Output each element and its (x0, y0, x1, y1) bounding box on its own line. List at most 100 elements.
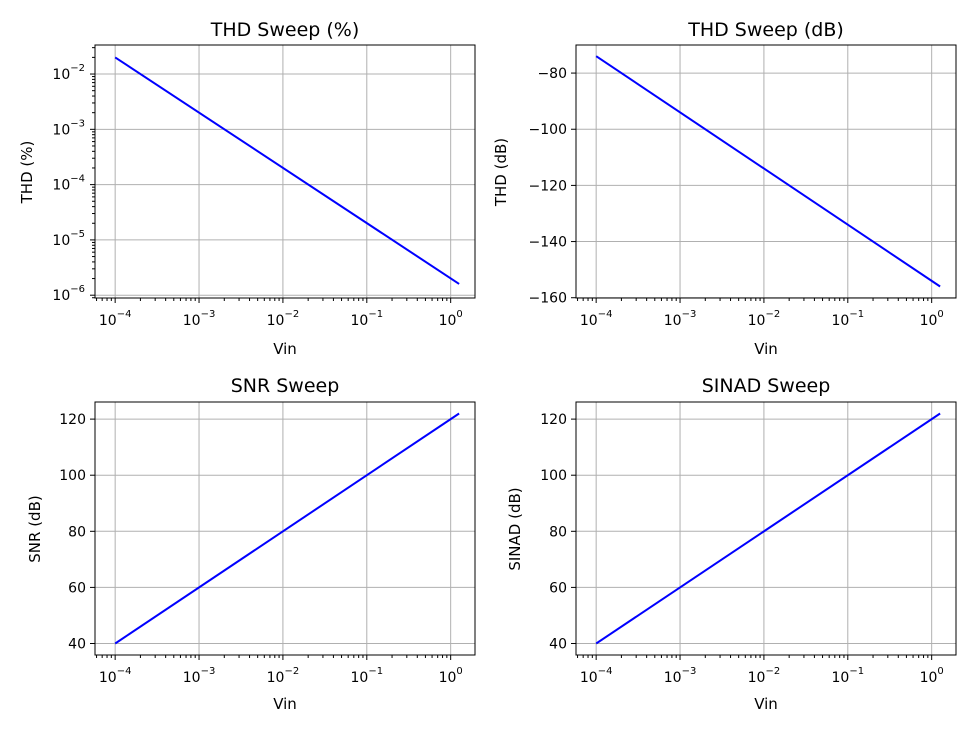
y-tick-base: 10 (52, 178, 70, 194)
x-tick-base: 10 (183, 670, 201, 686)
x-tick-label: 10−1 (351, 666, 384, 686)
x-tick-label: 10−3 (183, 666, 216, 686)
y-tick-exponent: −3 (70, 118, 85, 129)
y-tick-label: 40 (549, 637, 567, 653)
x-tick-label: 10−2 (748, 666, 781, 686)
y-tick-label: 120 (59, 412, 86, 428)
x-tick-base: 10 (920, 313, 938, 329)
y-tick-exponent: −2 (70, 63, 85, 74)
y-tick-label: −100 (529, 122, 567, 138)
y-tick-label: 80 (549, 524, 567, 540)
x-tick-exponent: −2 (284, 309, 299, 320)
x-tick-exponent: −1 (849, 666, 864, 677)
panel-snr: SNR Sweep Vin SNR (dB) 10−4 10−3 10−2 10−1 1… (26, 375, 476, 713)
y-tick-label: −80 (537, 66, 567, 82)
y-tick-label: −140 (529, 235, 567, 251)
x-tick-base: 10 (351, 313, 369, 329)
y-tick-base: 10 (52, 288, 70, 304)
x-tick-label: 10−3 (664, 666, 697, 686)
x-tick-label: 10−1 (351, 309, 384, 329)
y-tick-label: 10−6 (52, 284, 85, 304)
x-tick-exponent: 0 (456, 666, 462, 677)
x-tick-exponent: 0 (937, 666, 943, 677)
x-axis-label: Vin (273, 695, 297, 713)
x-tick-exponent: −3 (201, 666, 216, 677)
x-tick-label: 10−3 (183, 309, 216, 329)
y-tick-label: −120 (529, 178, 567, 194)
x-tick-label: 100 (920, 309, 944, 329)
ticks: 10−4 10−3 10−2 10−1 100−160−140−120−100−80 (529, 66, 944, 329)
x-tick-base: 10 (748, 313, 766, 329)
x-tick-exponent: −3 (682, 309, 697, 320)
y-tick-label: 10−5 (52, 229, 85, 249)
grid (95, 45, 475, 298)
x-tick-label: 10−4 (580, 666, 613, 686)
axes-frame (575, 44, 957, 299)
series-line (595, 55, 941, 288)
x-tick-base: 10 (99, 670, 117, 686)
series-line (114, 412, 460, 645)
y-tick-label: 120 (540, 412, 567, 428)
x-axis-label: Vin (754, 695, 778, 713)
x-tick-exponent: −4 (598, 666, 613, 677)
series-line (595, 412, 941, 645)
x-tick-base: 10 (580, 670, 598, 686)
y-tick-label: 80 (68, 524, 86, 540)
y-tick-label: 10−2 (52, 63, 85, 83)
series-line (114, 56, 460, 285)
y-tick-base: 10 (52, 122, 70, 138)
chart-title: SNR Sweep (231, 375, 340, 397)
x-tick-label: 100 (439, 309, 463, 329)
x-tick-base: 10 (351, 670, 369, 686)
x-tick-base: 10 (832, 670, 850, 686)
x-tick-base: 10 (580, 313, 598, 329)
x-axis-label: Vin (754, 340, 778, 358)
x-tick-exponent: −3 (201, 309, 216, 320)
x-tick-label: 10−1 (832, 666, 865, 686)
x-tick-label: 10−2 (267, 666, 300, 686)
y-axis-label: SINAD (dB) (506, 487, 524, 570)
x-tick-exponent: −1 (849, 309, 864, 320)
x-tick-exponent: −4 (117, 309, 132, 320)
panel-sinad: SINAD Sweep Vin SINAD (dB) 10−4 10−3 10−2 1… (506, 375, 957, 713)
y-tick-label: 100 (540, 468, 567, 484)
panel-thd-db: THD Sweep (dB) Vin THD (dB) 10−4 10−3 10−2… (492, 19, 957, 358)
x-tick-exponent: −1 (368, 666, 383, 677)
y-tick-base: 10 (52, 67, 70, 83)
x-tick-label: 10−1 (832, 309, 865, 329)
axes-frame (94, 401, 476, 656)
y-tick-base: 10 (52, 233, 70, 249)
x-tick-label: 10−2 (267, 309, 300, 329)
x-tick-exponent: −3 (682, 666, 697, 677)
x-tick-base: 10 (664, 670, 682, 686)
x-tick-base: 10 (832, 313, 850, 329)
x-tick-base: 10 (267, 670, 285, 686)
x-tick-label: 10−4 (99, 309, 132, 329)
chart-title: THD Sweep (dB) (687, 19, 844, 41)
x-tick-label: 100 (920, 666, 944, 686)
x-tick-exponent: −4 (598, 309, 613, 320)
y-axis-label: SNR (dB) (26, 495, 44, 562)
x-tick-label: 10−4 (99, 666, 132, 686)
axes-frame (575, 401, 957, 656)
x-tick-exponent: 0 (456, 309, 462, 320)
x-tick-base: 10 (748, 670, 766, 686)
x-tick-exponent: −2 (765, 666, 780, 677)
x-tick-base: 10 (267, 313, 285, 329)
axes-frame (94, 44, 476, 299)
x-tick-label: 10−3 (664, 309, 697, 329)
y-tick-label: 40 (68, 637, 86, 653)
x-tick-base: 10 (920, 670, 938, 686)
chart-title: SINAD Sweep (702, 375, 831, 397)
x-axis-label: Vin (273, 340, 297, 358)
x-tick-base: 10 (183, 313, 201, 329)
x-tick-label: 10−4 (580, 309, 613, 329)
y-tick-label: 100 (59, 468, 86, 484)
y-axis-label: THD (%) (18, 141, 36, 205)
x-tick-exponent: 0 (937, 309, 943, 320)
grid (576, 402, 956, 655)
x-tick-label: 100 (439, 666, 463, 686)
